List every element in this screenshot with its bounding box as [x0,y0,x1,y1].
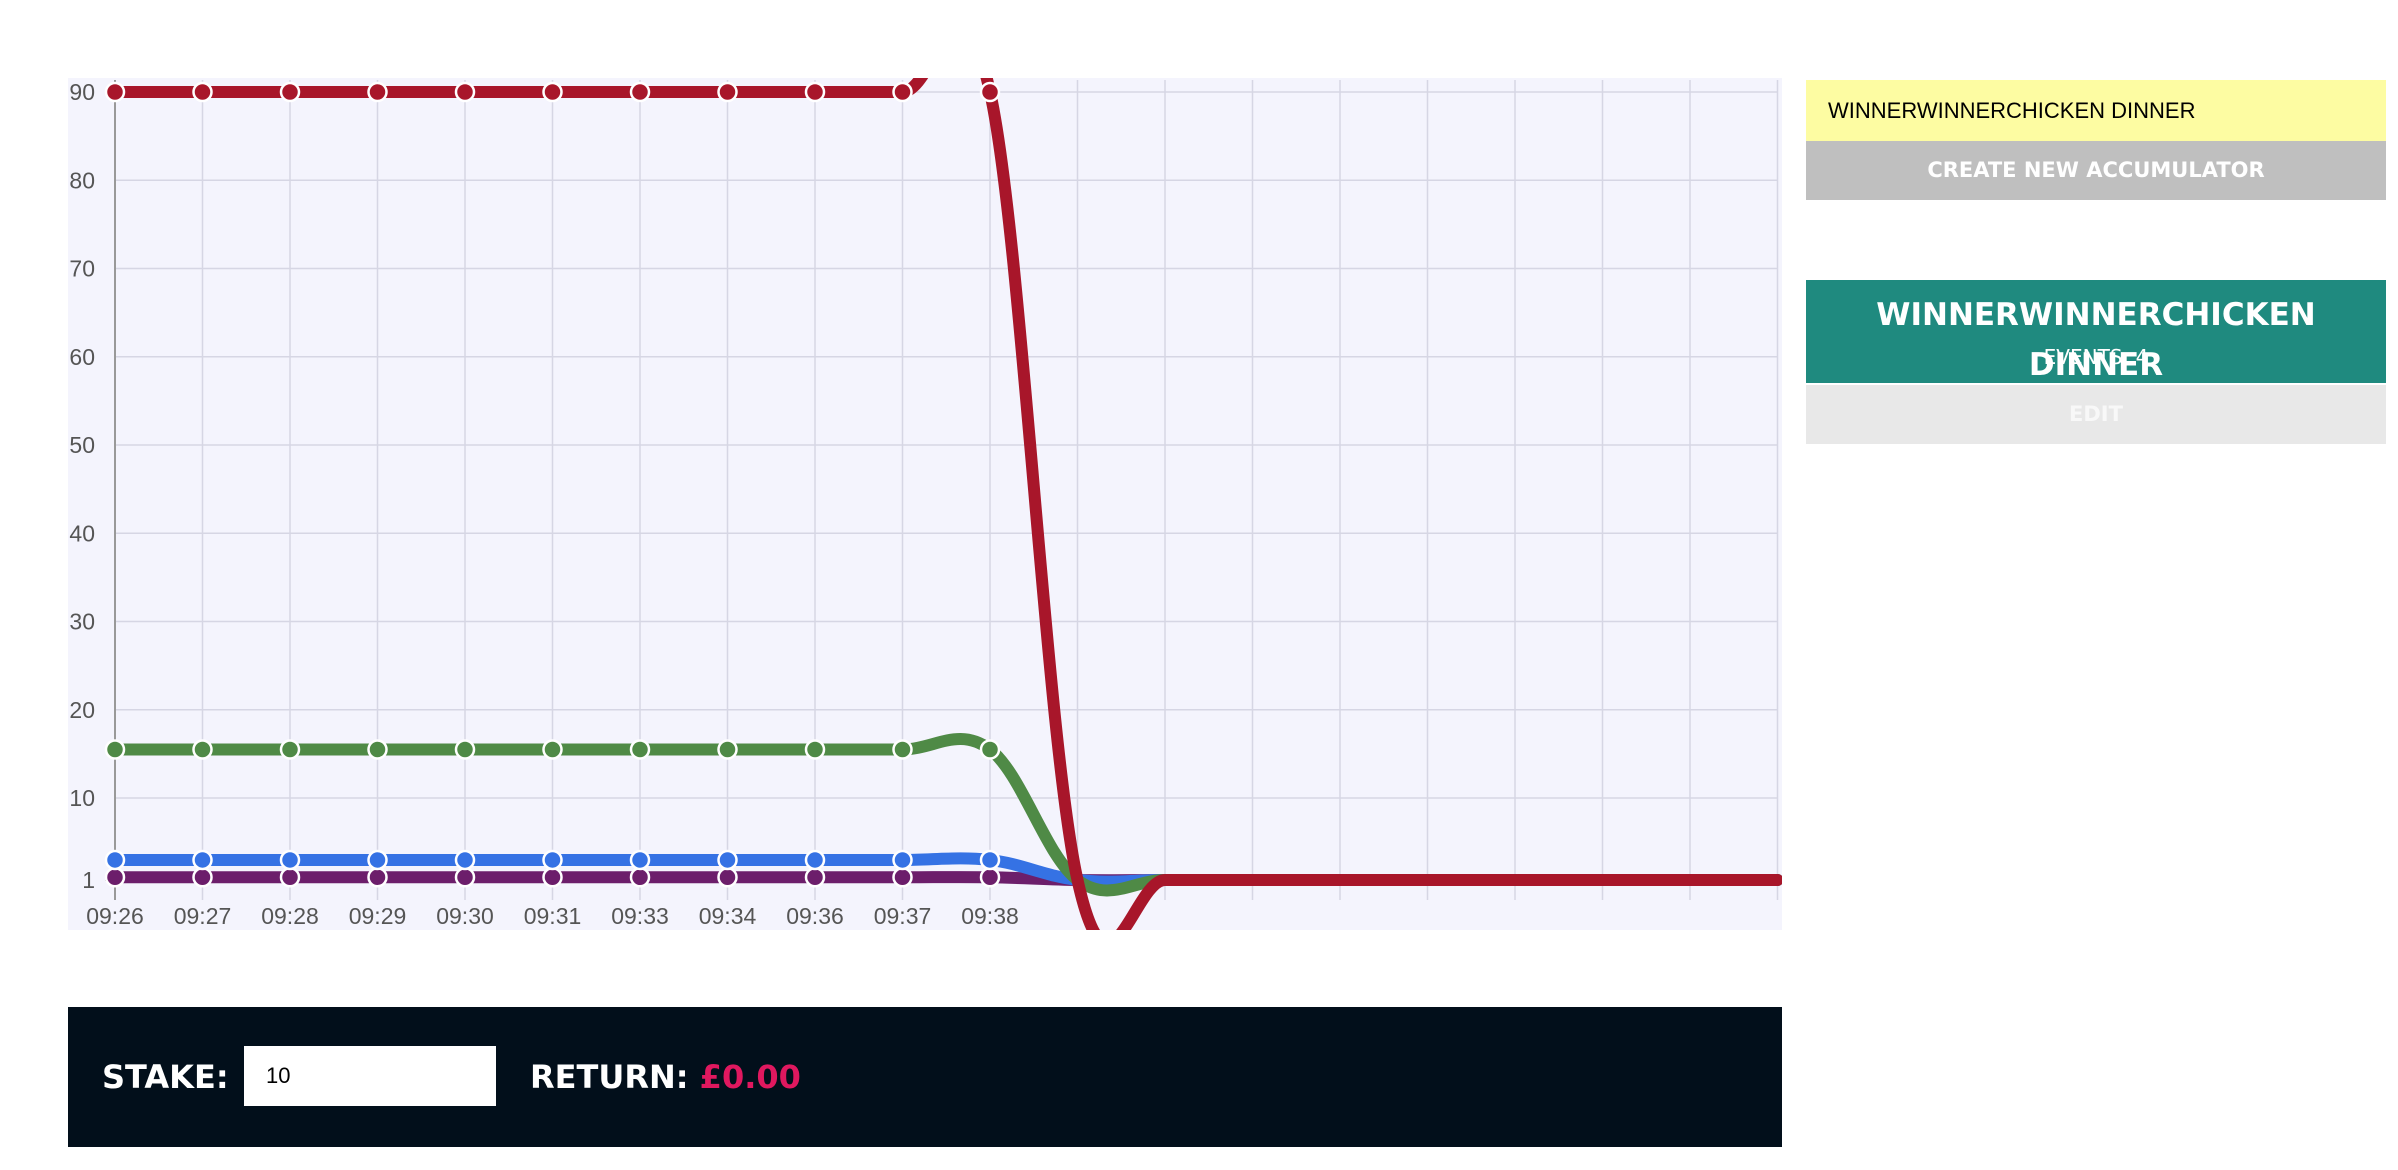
x-tick-label: 09:30 [436,903,494,929]
data-point [892,867,913,888]
data-point [367,849,388,871]
y-tick-label: 1 [82,867,95,893]
data-point [192,81,213,103]
create-accumulator-button[interactable]: CREATE NEW ACCUMULATOR [1806,141,2386,200]
accumulator-sidebar: CREATE NEW ACCUMULATOR WINNERWINNERCHICK… [1806,80,2386,444]
data-point [804,867,826,888]
data-point [279,849,301,871]
data-point [717,867,738,888]
data-point [192,739,213,760]
data-point [104,739,126,760]
y-tick-label: 90 [69,79,95,105]
accumulator-name-input[interactable] [1806,80,2386,141]
return-label: RETURN: [530,1058,689,1096]
accumulator-title: WINNERWINNERCHICKEN DINNER [1876,297,2316,383]
data-point [892,739,913,760]
data-point [454,81,476,103]
data-point [629,849,651,871]
accumulator-events-count: EVENTS: 4 [2043,345,2149,369]
data-point [892,849,913,871]
data-point [804,849,826,871]
data-point [367,867,388,888]
data-point [717,81,738,103]
series-line [109,78,1782,930]
data-point [279,81,301,103]
data-point [979,849,1001,871]
x-tick-label: 09:36 [786,903,844,929]
data-point [367,81,388,103]
data-point [717,849,738,871]
data-point [542,739,563,760]
data-point [454,849,476,871]
data-point [279,867,301,888]
y-tick-label: 10 [69,785,95,811]
return-display: RETURN: £0.00 [530,1007,801,1147]
data-point [804,81,826,103]
data-point [192,867,213,888]
x-tick-label: 09:34 [699,903,757,929]
edit-button[interactable]: EDIT [1806,385,2386,444]
data-point [454,867,476,888]
data-point [979,739,1001,760]
data-point [104,849,126,871]
data-point [892,81,913,103]
x-tick-label: 09:26 [86,903,144,929]
x-tick-label: 09:31 [524,903,582,929]
data-point [804,739,826,760]
accumulator-card-header: WINNERWINNERCHICKEN DINNER EVENTS: 4 [1806,280,2386,383]
y-tick-label: 20 [69,697,95,723]
return-value: £0.00 [699,1058,801,1096]
stake-label: STAKE: [102,1058,229,1096]
accumulator-card: WINNERWINNERCHICKEN DINNER EVENTS: 4 EDI… [1806,280,2386,444]
x-tick-label: 09:37 [874,903,932,929]
series-line [109,733,1782,897]
x-tick-label: 09:38 [961,903,1019,929]
data-point [629,867,651,888]
x-tick-label: 09:29 [349,903,407,929]
odds-chart: 90 80 70 60 50 40 30 20 10 1 09:26 09:27 09:28 09:29 0… [68,78,1782,930]
y-tick-label: 40 [69,520,95,546]
y-tick-label: 80 [69,167,95,193]
y-tick-label: 60 [69,344,95,370]
y-tick-label: 50 [69,432,95,458]
x-tick-label: 09:27 [174,903,232,929]
y-tick-label: 70 [69,256,95,282]
data-point [629,81,651,103]
data-point [629,739,651,760]
data-point [542,867,563,888]
stake-input[interactable] [244,1046,496,1106]
data-point [542,81,563,103]
data-point [104,81,126,103]
data-point [542,849,563,871]
x-tick-label: 09:28 [261,903,319,929]
data-point [192,849,213,871]
data-point [367,739,388,760]
y-tick-label: 30 [69,609,95,635]
data-point [979,867,1001,888]
stake-bar: STAKE: RETURN: £0.00 [68,1007,1782,1147]
odds-line-chart: 90 80 70 60 50 40 30 20 10 1 09:26 09:27 09:28 09:29 0… [69,78,1782,930]
data-point [979,81,1001,103]
x-tick-label: 09:33 [611,903,669,929]
data-point [104,867,126,888]
data-point [454,739,476,760]
data-point [279,739,301,760]
data-point [717,739,738,760]
